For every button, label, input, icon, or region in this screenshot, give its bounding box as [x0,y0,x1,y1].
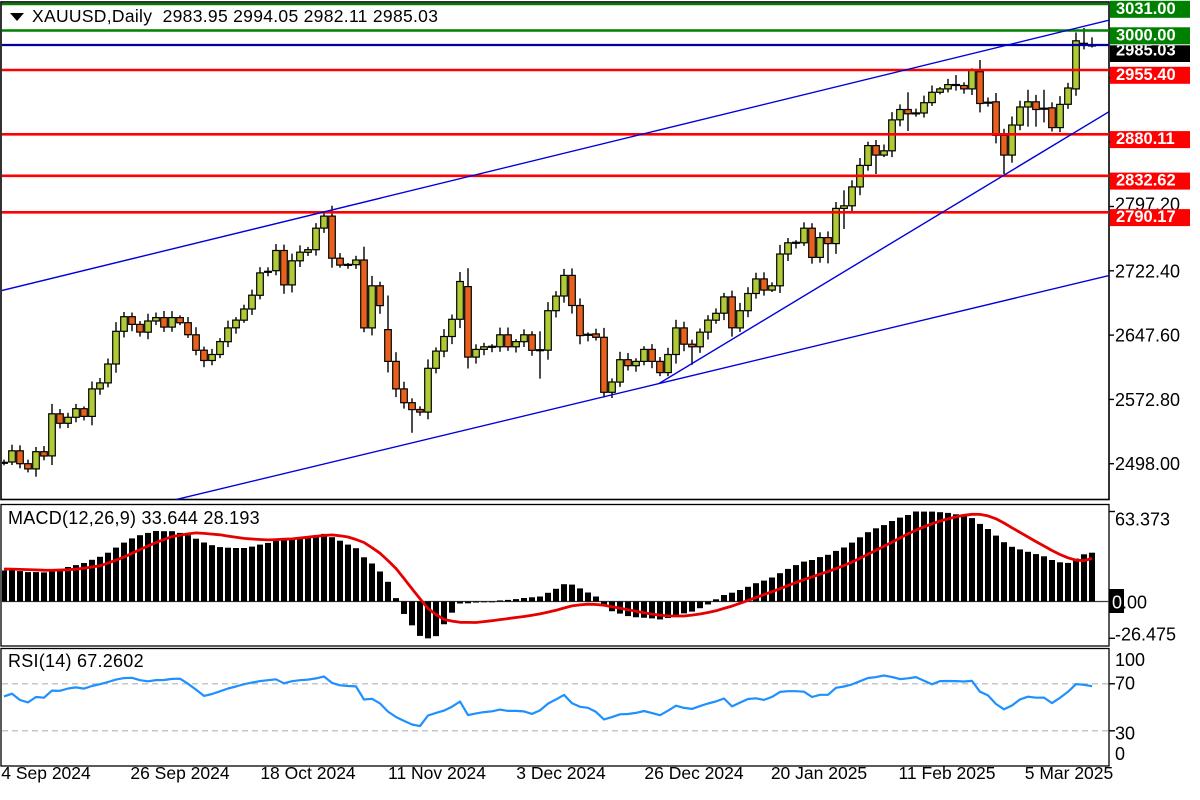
svg-text:26 Sep 2024: 26 Sep 2024 [130,763,230,783]
svg-text:2985.03: 2985.03 [1116,42,1176,60]
svg-text:11 Feb 2025: 11 Feb 2025 [899,763,996,783]
svg-text:2722.40: 2722.40 [1115,261,1180,281]
svg-text:70: 70 [1115,674,1135,694]
svg-text:2955.40: 2955.40 [1116,66,1176,84]
svg-text:3 Dec 2024: 3 Dec 2024 [516,763,606,783]
svg-text:XAUUSD,Daily 2983.95 2994.05: XAUUSD,Daily 2983.95 2994.05 2982.11 298… [32,6,438,26]
svg-text:26 Dec 2024: 26 Dec 2024 [644,763,744,783]
svg-text:3031.00: 3031.00 [1116,0,1176,18]
svg-text:5 Mar 2025: 5 Mar 2025 [1025,763,1114,783]
svg-text:2832.62: 2832.62 [1116,172,1176,190]
svg-text:3000.00: 3000.00 [1116,26,1176,44]
svg-text:0: 0 [1115,744,1125,764]
svg-text:4 Sep 2024: 4 Sep 2024 [1,763,91,783]
svg-text:18 Oct 2024: 18 Oct 2024 [260,763,356,783]
svg-text:100: 100 [1115,650,1145,670]
svg-text:2880.11: 2880.11 [1116,130,1175,148]
svg-text:63.373: 63.373 [1115,510,1170,530]
svg-text:MACD(12,26,9) 33.644 28.193: MACD(12,26,9) 33.644 28.193 [8,508,260,528]
svg-text:20 Jan 2025: 20 Jan 2025 [771,763,867,783]
svg-text:11 Nov 2024: 11 Nov 2024 [388,763,486,783]
svg-text:.00: .00 [1122,593,1147,613]
svg-text:-26.475: -26.475 [1115,624,1176,644]
svg-text:2572.80: 2572.80 [1115,390,1180,410]
svg-text:2790.17: 2790.17 [1116,208,1176,226]
svg-text:2647.60: 2647.60 [1115,326,1180,346]
svg-text:0: 0 [1112,593,1122,613]
svg-text:RSI(14) 67.2602: RSI(14) 67.2602 [8,651,144,671]
svg-text:30: 30 [1115,724,1135,744]
svg-text:2498.00: 2498.00 [1115,454,1180,474]
